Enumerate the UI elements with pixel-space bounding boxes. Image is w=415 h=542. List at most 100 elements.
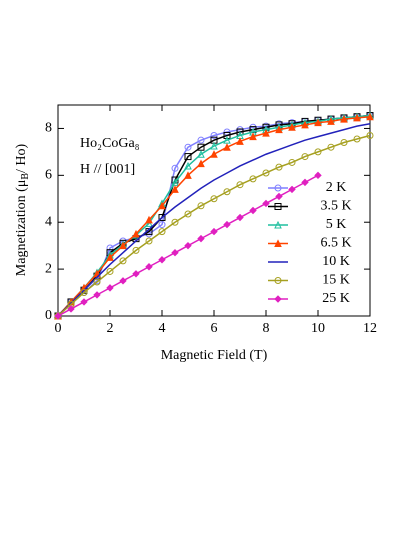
marker [67,305,75,313]
marker [145,263,153,271]
x-tick-label: 4 [159,321,166,336]
marker [119,257,127,265]
marker [106,284,114,292]
marker [314,118,322,127]
marker [158,214,166,222]
marker [353,135,361,143]
marker [340,139,348,147]
marker [145,219,153,227]
annotation: H // [001] [80,162,135,177]
marker [236,181,244,189]
marker [171,185,179,193]
marker [158,228,166,236]
marker [184,161,192,170]
marker [366,131,374,139]
x-tick-label: 6 [211,321,218,336]
marker [288,123,296,131]
marker [340,114,348,123]
y-tick-label: 2 [45,261,52,276]
marker [366,112,374,121]
marker [197,202,205,210]
marker [301,178,309,187]
marker [236,137,244,145]
marker [171,248,179,257]
marker [158,201,166,210]
marker [210,150,218,158]
marker [106,267,114,275]
marker [158,256,166,264]
y-tick-label: 6 [45,168,52,183]
marker [249,132,257,141]
x-tick-label: 10 [311,321,325,336]
marker [184,210,192,218]
marker [288,158,296,166]
marker [210,227,218,236]
marker [197,159,205,168]
marker [236,213,244,222]
annotation: Ho₂CoGa₈ [80,136,140,151]
series-line [57,134,371,317]
series-line [57,123,371,317]
legend-marker [274,239,282,247]
legend-marker [274,203,282,210]
marker [223,143,231,151]
x-axis-label: Magnetic Field (T) [161,348,268,363]
marker [93,278,101,286]
marker [54,312,62,320]
marker [275,163,283,171]
marker [93,291,101,299]
marker [301,120,309,129]
marker [80,289,88,297]
legend-marker [274,277,282,284]
marker [223,220,231,229]
legend-marker [274,295,282,303]
marker [132,229,140,238]
x-tick-label: 2 [107,321,114,336]
x-tick-label: 8 [263,321,270,336]
y-axis-label: Magnetization (μB/ Ho) [14,143,31,276]
marker [158,221,166,229]
legend-label: 2 K [326,180,347,195]
marker [145,237,153,245]
marker [262,129,270,137]
y-label-sub: B [20,173,31,180]
marker [314,171,322,180]
marker [210,195,218,203]
marker [119,277,127,285]
marker [288,185,296,194]
marker [301,153,309,161]
legend-marker [274,184,282,192]
y-tick-label: 4 [45,214,52,229]
marker [223,131,231,139]
x-tick-label: 0 [55,321,62,336]
legend-marker [274,220,282,229]
marker [119,241,127,250]
marker [210,141,218,150]
marker [275,192,283,201]
marker [132,270,140,278]
legend-label: 6.5 K [320,236,351,251]
marker [249,175,257,183]
x-tick-label: 12 [363,321,377,336]
y-label-part: / Ho) [14,143,29,173]
marker [262,169,270,177]
y-tick-label: 0 [45,308,52,323]
legend-label: 10 K [322,254,350,269]
marker [353,113,361,122]
marker [223,188,231,196]
y-tick-label: 8 [45,121,52,136]
legend-label: 25 K [322,291,350,306]
marker [80,298,88,306]
marker [249,206,257,215]
marker [184,143,192,151]
marker [132,246,140,254]
legend-label: 3.5 K [320,199,351,214]
marker [327,117,335,125]
marker [106,253,114,261]
marker [262,199,270,208]
marker [314,148,322,156]
marker [197,234,205,243]
marker [184,171,192,179]
marker [210,131,218,139]
